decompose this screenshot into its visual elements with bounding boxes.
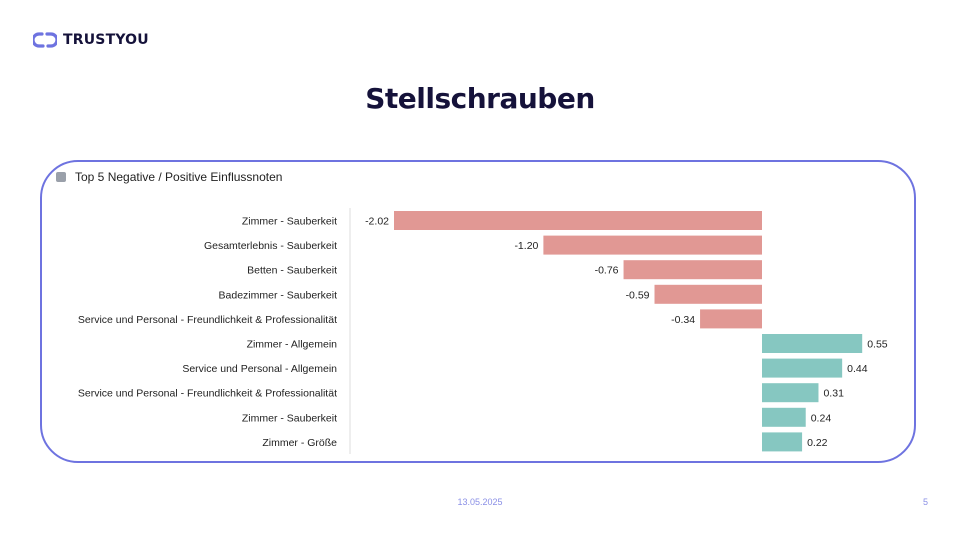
data-label: -1.20 xyxy=(514,240,538,252)
category-label: Service und Personal - Freundlichkeit & … xyxy=(78,314,337,326)
data-label: 0.44 xyxy=(847,363,868,375)
footer-date: 13.05.2025 xyxy=(457,497,503,507)
positive-bar xyxy=(762,383,819,403)
data-label: -0.59 xyxy=(626,289,650,301)
data-label: -2.02 xyxy=(365,216,389,228)
data-label: -0.76 xyxy=(595,265,619,277)
chart-title-icon xyxy=(56,172,66,182)
positive-bar xyxy=(762,334,863,353)
positive-bar xyxy=(762,432,803,452)
data-label: 0.22 xyxy=(807,437,828,449)
page-number: 5 xyxy=(922,497,928,507)
negative-bar xyxy=(654,284,762,304)
data-label: 0.31 xyxy=(823,388,844,400)
category-label: Service und Personal - Allgemein xyxy=(182,363,337,375)
negative-bar xyxy=(623,260,762,280)
negative-bar xyxy=(700,309,762,329)
negative-bar xyxy=(394,211,762,230)
influence-bar-chart: Top 5 Negative / Positive Einflussnoten … xyxy=(56,170,888,454)
positive-bar xyxy=(762,407,806,427)
link-chain-icon xyxy=(33,32,57,48)
category-label: Betten - Sauberkeit xyxy=(247,265,337,277)
positive-bar xyxy=(762,358,843,378)
data-label: 0.55 xyxy=(867,339,888,351)
category-label: Zimmer - Sauberkeit xyxy=(242,412,337,424)
category-label: Service und Personal - Freundlichkeit & … xyxy=(78,388,337,400)
data-label: -0.34 xyxy=(671,314,695,326)
category-label: Gesamterlebnis - Sauberkeit xyxy=(204,240,337,252)
brand-name: TRUSTYOU xyxy=(63,32,149,48)
trustyou-logo: TRUSTYOU xyxy=(33,31,149,49)
category-label: Zimmer - Größe xyxy=(262,437,337,449)
chart-panel: Top 5 Negative / Positive Einflussnoten … xyxy=(40,160,916,463)
category-label: Zimmer - Allgemein xyxy=(247,339,338,351)
chart-title: Top 5 Negative / Positive Einflussnoten xyxy=(75,170,282,184)
category-label: Zimmer - Sauberkeit xyxy=(242,216,337,228)
category-label: Badezimmer - Sauberkeit xyxy=(219,289,338,301)
negative-bar xyxy=(543,235,762,255)
page-title: Stellschrauben xyxy=(365,82,595,115)
data-label: 0.24 xyxy=(811,412,832,424)
